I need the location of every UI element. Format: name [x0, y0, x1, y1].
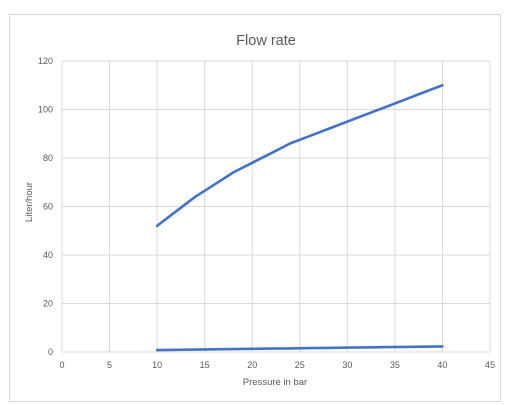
gridlines — [61, 60, 491, 353]
y-tick-label: 40 — [43, 250, 53, 260]
x-tick-label: 20 — [247, 360, 257, 370]
y-axis-title: Liter/hour — [24, 182, 35, 222]
line-chart: Flow rate 0 20 40 60 80 100 120 0 5 10 15 20 25 30 35… — [24, 33, 495, 388]
x-axis-ticks: 0 5 10 15 20 25 30 35 40 45 — [59, 360, 495, 370]
x-tick-label: 40 — [437, 360, 447, 370]
y-axis-ticks: 0 20 40 60 80 100 120 — [38, 56, 53, 357]
y-tick-label: 120 — [38, 56, 53, 66]
y-tick-label: 20 — [43, 299, 53, 309]
x-tick-label: 10 — [152, 360, 162, 370]
x-tick-label: 35 — [390, 360, 400, 370]
series-line-2 — [155, 345, 444, 352]
x-tick-label: 5 — [107, 360, 112, 370]
chart-area: Flow rate 0 20 40 60 80 100 120 0 5 10 15 20 25 30 35… — [9, 14, 501, 402]
series-lines — [155, 84, 444, 352]
y-tick-label: 60 — [43, 202, 53, 212]
series-line-1 — [155, 84, 444, 228]
y-tick-label: 80 — [43, 153, 53, 163]
y-tick-label: 0 — [48, 347, 53, 357]
x-tick-label: 45 — [485, 360, 495, 370]
x-tick-label: 25 — [295, 360, 305, 370]
x-tick-label: 0 — [59, 360, 64, 370]
x-tick-label: 30 — [342, 360, 352, 370]
y-tick-label: 100 — [38, 105, 53, 115]
x-axis-title: Pressure in bar — [243, 377, 307, 388]
x-tick-label: 15 — [200, 360, 210, 370]
chart-title: Flow rate — [236, 33, 296, 49]
